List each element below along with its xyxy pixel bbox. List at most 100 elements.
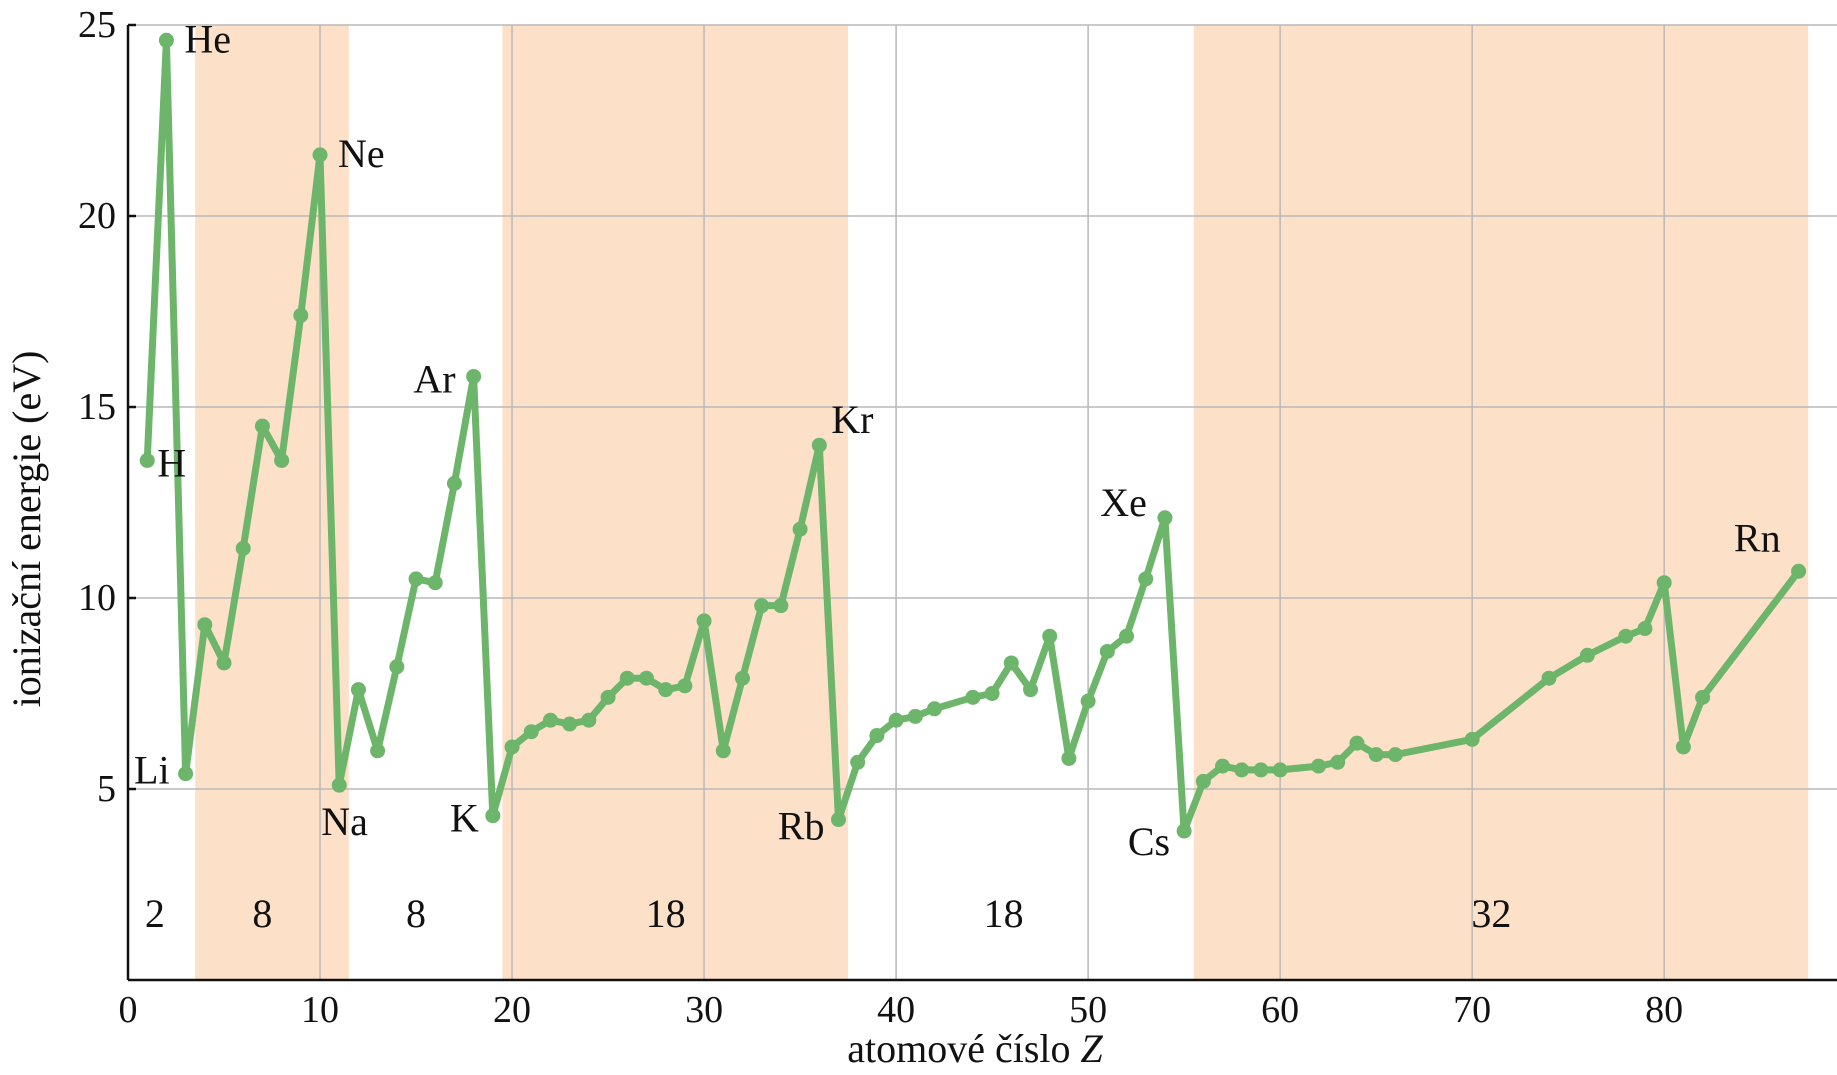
y-tick-label: 25: [78, 4, 116, 46]
data-point: [139, 452, 155, 468]
data-point: [1253, 762, 1269, 778]
data-point: [1349, 735, 1365, 751]
data-point: [715, 743, 731, 759]
element-label-li: Li: [134, 748, 170, 793]
data-point: [1003, 655, 1019, 671]
data-point: [830, 812, 846, 828]
period-band-1: [502, 25, 849, 980]
data-point: [984, 686, 1000, 701]
data-point: [1387, 747, 1403, 763]
axes: [126, 23, 1837, 982]
data-point: [1176, 823, 1192, 839]
data-point: [216, 655, 232, 671]
data-point: [312, 147, 328, 163]
data-point: [850, 754, 866, 770]
period-bands: [195, 25, 1809, 980]
data-point: [197, 617, 213, 633]
element-label-ar: Ar: [413, 356, 455, 401]
y-tick-label: 10: [78, 577, 116, 619]
data-point: [542, 712, 558, 728]
element-label-cs: Cs: [1128, 819, 1170, 864]
data-point: [1023, 682, 1039, 698]
data-point: [1464, 731, 1480, 747]
x-axis-title: atomové číslo Z: [847, 1026, 1103, 1071]
x-tick-label: 60: [1261, 989, 1299, 1031]
data-point: [926, 701, 942, 717]
data-point: [1272, 762, 1288, 778]
data-point: [619, 670, 635, 686]
data-point: [1695, 689, 1711, 705]
data-point: [1061, 750, 1077, 766]
x-axis-title-text: atomové číslo: [847, 1026, 1070, 1071]
period-count-label: 18: [646, 891, 686, 936]
data-point: [1099, 643, 1115, 659]
data-point: [274, 452, 290, 468]
y-axis-title: ionizační energie (eV): [4, 351, 49, 708]
data-point: [178, 766, 194, 782]
x-tick-label: 50: [1069, 989, 1107, 1031]
data-point: [600, 689, 616, 705]
data-point: [734, 670, 750, 686]
data-point: [658, 682, 674, 698]
data-point: [696, 613, 712, 629]
x-axis-title-variable: Z: [1081, 1026, 1104, 1071]
period-count-label: 8: [252, 891, 272, 936]
y-tick-label: 15: [78, 386, 116, 428]
data-point: [1311, 758, 1327, 774]
tick-labels: 0 10 20 30 40 50 60 70 80 5 10 15 20 25: [78, 4, 1683, 1031]
data-point: [466, 368, 482, 384]
series-line: [139, 32, 1807, 839]
data-point: [235, 540, 251, 556]
gridlines: [128, 24, 1837, 980]
data-point: [811, 437, 827, 453]
element-label-xe: Xe: [1100, 480, 1147, 525]
x-tick-label: 10: [301, 989, 339, 1031]
period-count-label: 32: [1471, 891, 1511, 936]
element-label-kr: Kr: [831, 397, 873, 442]
data-point: [1138, 571, 1154, 587]
period-count-label: 2: [145, 891, 165, 936]
element-label-rb: Rb: [778, 804, 825, 849]
x-tick-label: 70: [1453, 989, 1491, 1031]
x-tick-label: 20: [493, 989, 531, 1031]
element-label-ne: Ne: [338, 131, 385, 176]
data-point: [907, 708, 923, 724]
element-annotations: H He Li Ne Na Ar K Kr Rb Xe Cs Rn: [134, 16, 1781, 864]
data-point: [389, 659, 405, 675]
data-point: [1042, 628, 1058, 644]
data-point: [869, 728, 885, 744]
data-point: [446, 475, 462, 491]
period-count-label: 8: [406, 891, 426, 936]
data-point: [1637, 621, 1653, 637]
data-point: [254, 418, 270, 434]
data-point: [581, 712, 597, 728]
data-point: [1791, 563, 1807, 579]
data-point: [504, 739, 520, 755]
period-band-2: [1193, 25, 1809, 980]
data-point: [1330, 754, 1346, 770]
data-point: [1234, 762, 1250, 778]
data-point: [331, 777, 347, 793]
data-point: [888, 712, 904, 728]
y-tick-label: 5: [97, 768, 116, 810]
data-point: [1618, 628, 1634, 644]
element-label-rn: Rn: [1734, 515, 1781, 560]
data-point: [792, 521, 808, 537]
element-label-k: K: [450, 796, 479, 841]
data-point: [1119, 628, 1135, 644]
element-label-he: He: [184, 16, 231, 61]
period-count-label: 18: [984, 891, 1024, 936]
data-point: [408, 571, 424, 587]
element-label-na: Na: [321, 799, 368, 844]
data-point: [158, 32, 174, 48]
data-point: [350, 682, 366, 698]
data-point: [293, 307, 309, 323]
data-point: [562, 716, 578, 732]
data-point: [1579, 647, 1595, 663]
data-point: [965, 689, 981, 705]
x-tick-label: 80: [1645, 989, 1683, 1031]
data-point: [523, 724, 539, 740]
data-point: [773, 598, 789, 614]
period-labels: 2 8 8 18 18 32: [145, 891, 1511, 936]
